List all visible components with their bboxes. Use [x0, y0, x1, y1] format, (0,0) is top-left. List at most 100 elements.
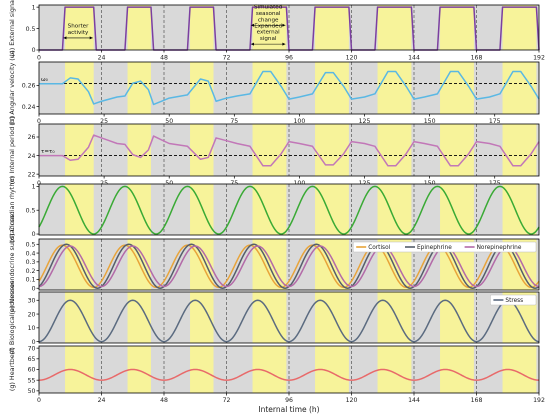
x-tick-label: 100 [294, 118, 306, 125]
y-tick-label: 0 [32, 285, 36, 292]
y-axis-label: (f) Biological processes [8, 280, 16, 355]
y-tick-label: 50 [28, 388, 36, 395]
x-tick-label: 75 [230, 118, 238, 125]
annotation-line: external [257, 30, 280, 36]
light-interval [377, 62, 412, 114]
x-tick-label: 25 [100, 118, 108, 125]
x-tick-label: 24 [98, 55, 106, 62]
x-tick-label: 96 [285, 55, 293, 62]
x-tick-label: 72 [223, 55, 231, 62]
light-interval [502, 5, 537, 50]
x-tick-label: 192 [533, 397, 545, 404]
x-tick-label: 75 [230, 180, 238, 187]
x-tick-label: 175 [489, 118, 501, 125]
legend-box [352, 241, 537, 253]
annotation-line: change [258, 17, 279, 23]
y-tick-label: 60 [28, 367, 36, 374]
x-tick-label: 168 [471, 397, 483, 404]
light-interval [127, 292, 151, 343]
light-interval [440, 62, 474, 114]
y-tick-label: 22 [28, 171, 36, 178]
light-interval [252, 184, 287, 235]
y-tick-label: 24 [28, 153, 36, 160]
x-tick-label: 150 [424, 180, 436, 187]
y-tick-label: 65 [28, 356, 36, 363]
light-interval [502, 184, 537, 235]
panel-c: τ=τ₀ 22 24 26 (c) Internal period (τ) 0 25 50 75… [8, 116, 540, 187]
y-axis-label: (c) Internal period (τ) [8, 116, 16, 184]
y-axis-label: (b) Angular velocity (ω) [8, 50, 16, 125]
annotation-line: Simulated [254, 4, 283, 10]
y-tick-label: 0.2 [26, 268, 36, 275]
x-tick-label: 50 [165, 180, 173, 187]
light-interval [377, 184, 412, 235]
panel-frame [38, 61, 540, 115]
annotation-text: Shorter activity [68, 24, 89, 36]
panel-f: 0 10 20 30 (f) Biological processes Stress [8, 280, 540, 355]
light-interval [502, 124, 537, 176]
light-interval [502, 62, 537, 114]
legend-label: Epinephrine [417, 245, 452, 251]
y-tick-label: 0.5 [26, 26, 36, 33]
y-tick-label: 70 [28, 345, 36, 352]
y-tick-label: 0 [32, 47, 36, 54]
arrow-head-left [250, 23, 254, 27]
light-interval [377, 5, 412, 50]
annotation-text: Expanded external signal [254, 23, 282, 42]
light-interval [315, 124, 349, 176]
x-tick-label: 192 [533, 55, 545, 62]
y-tick-label: 0 [32, 231, 36, 238]
panel-d: 0 0.5 1 (d) Circadian rhythm [8, 176, 540, 243]
x-tick-label: 25 [100, 180, 108, 187]
x-tick-label: 48 [160, 397, 168, 404]
y-tick-label: 1 [32, 184, 36, 191]
x-tick-label: 0 [37, 397, 41, 404]
panel-a: 0 0.5 1 (a) External signal 0 24 48 72 96 120 144 1… [8, 0, 545, 62]
x-tick-label: 0 [37, 118, 41, 125]
light-interval [252, 62, 287, 114]
reference-label: ω₀ [41, 77, 49, 83]
annotation-line: seasonal [256, 11, 281, 17]
light-interval [315, 62, 349, 114]
annotation-line: activity [68, 30, 89, 36]
light-interval [190, 292, 214, 343]
panel-frame [38, 123, 540, 177]
y-axis-label: (d) Circadian rhythm [8, 176, 16, 242]
light-interval [440, 184, 474, 235]
legend-label: Norepinephrine [477, 245, 522, 251]
light-interval [190, 124, 214, 176]
y-axis-label: (g) Heartbeat [8, 347, 16, 391]
x-tick-label: 125 [359, 180, 371, 187]
x-tick-label: 144 [408, 55, 420, 62]
annotation-line: Shorter [68, 24, 89, 30]
y-tick-label: 0.5 [26, 207, 36, 214]
reference-label: τ=τ₀ [41, 149, 55, 155]
legend-box [490, 294, 537, 306]
arrow-head-right [282, 42, 286, 46]
panel-g: 50 55 60 65 70 (g) Heartbeat 0 24 48 72 96 120 144 16… [8, 345, 545, 414]
arrow-head-left [63, 36, 67, 40]
y-tick-label: 30 [28, 297, 36, 304]
y-tick-label: 20 [28, 311, 36, 318]
panel-b: ω₀ 0.24 0.26 (b) Angular velocity (ω) 0 25 50 7… [8, 50, 540, 126]
y-axis-label: (a) External signal [8, 0, 16, 57]
light-interval [190, 5, 214, 50]
x-tick-label: 0 [37, 180, 41, 187]
annotation-line: Expanded [254, 23, 282, 29]
y-tick-label: 0.4 [26, 250, 36, 257]
annotation-text: Simulated seasonal change [254, 4, 283, 23]
y-tick-label: 55 [28, 377, 36, 384]
light-interval [127, 5, 151, 50]
x-tick-label: 24 [98, 397, 106, 404]
panel-frame [38, 183, 540, 236]
y-tick-label: 0.24 [22, 104, 36, 111]
legend-label: Cortisol [368, 245, 390, 251]
y-tick-label: 0.3 [26, 259, 36, 266]
panel-frame [38, 238, 540, 291]
panel-frame [38, 291, 540, 344]
x-tick-label: 144 [408, 397, 420, 404]
x-axis-label: Internal time (h) [258, 405, 319, 414]
series-line-c [39, 134, 540, 167]
